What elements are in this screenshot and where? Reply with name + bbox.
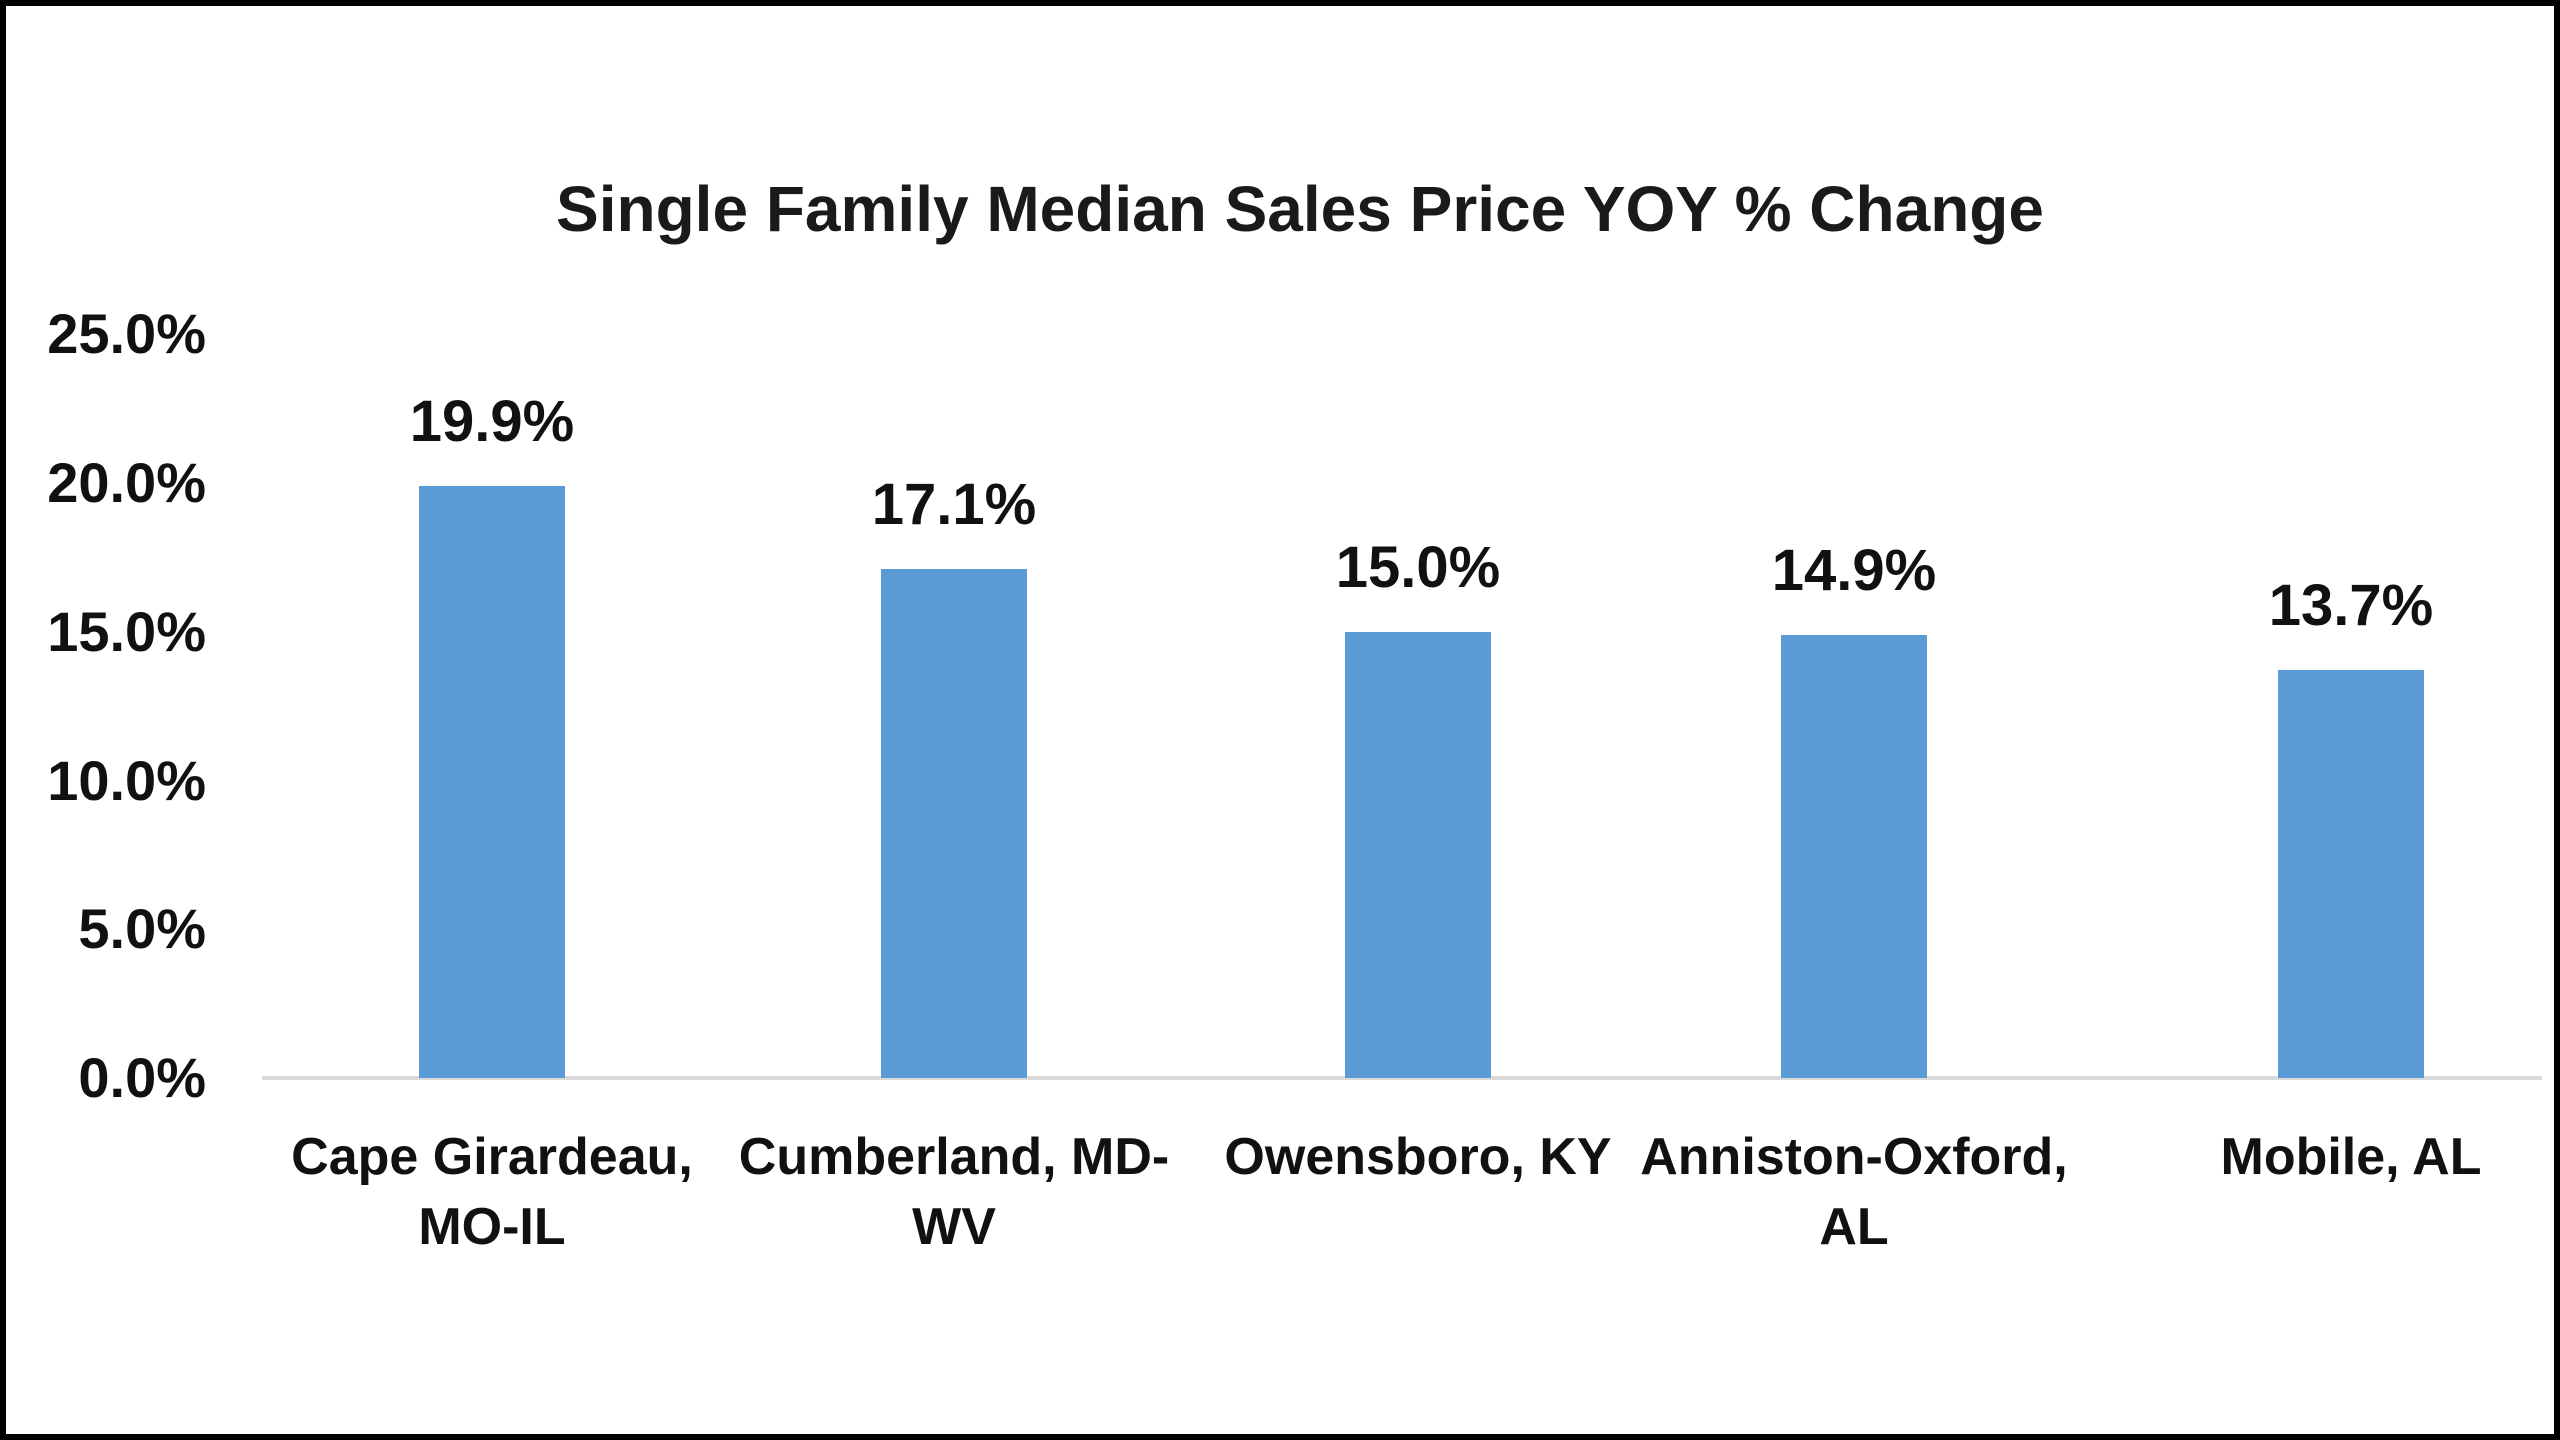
bar-3 bbox=[1345, 632, 1491, 1078]
category-label-line: Mobile, AL bbox=[2220, 1128, 2482, 1186]
y-axis-tick-label: 20.0% bbox=[47, 451, 206, 514]
y-axis-tick-label: 10.0% bbox=[47, 748, 206, 812]
category-label-line: Owensboro, KY bbox=[1224, 1128, 1612, 1186]
y-axis-tick-label: 25.0% bbox=[47, 302, 206, 366]
category-label: Cumberland, MD- WV bbox=[719, 1122, 1189, 1262]
category-label-line: MO-IL bbox=[418, 1198, 566, 1256]
bar-4 bbox=[1781, 635, 1927, 1078]
bar-value-label: 15.0% bbox=[1335, 535, 1501, 600]
x-axis-line bbox=[262, 1076, 2542, 1080]
bar-5 bbox=[2278, 670, 2424, 1078]
chart-title: Single Family Median Sales Price YOY % C… bbox=[556, 173, 2044, 245]
category-label-line: Anniston-Oxford, bbox=[1640, 1128, 2068, 1186]
category-label-line: AL bbox=[1819, 1198, 1889, 1256]
y-axis-tick-label: 0.0% bbox=[78, 1046, 206, 1109]
category-label-line: Cape Girardeau, bbox=[291, 1128, 693, 1186]
bar-value-label: 19.9% bbox=[409, 389, 575, 454]
y-axis-tick-label: 5.0% bbox=[78, 897, 206, 961]
y-axis-tick-label: 15.0% bbox=[47, 599, 206, 663]
bar-value-label: 13.7% bbox=[2268, 573, 2434, 638]
category-label: Cape Girardeau, MO-IL bbox=[257, 1122, 727, 1262]
bar-1 bbox=[419, 486, 565, 1078]
bar-value-label: 14.9% bbox=[1771, 538, 1937, 603]
category-label-line: Cumberland, MD- bbox=[738, 1128, 1170, 1186]
category-label: Anniston-Oxford, AL bbox=[1619, 1122, 2089, 1262]
category-label-line: WV bbox=[912, 1198, 996, 1256]
bar-2 bbox=[881, 569, 1027, 1078]
category-label: Mobile, AL bbox=[2116, 1122, 2554, 1192]
bar-value-label: 17.1% bbox=[871, 472, 1037, 537]
plot-area: 25.0% 20.0% 15.0% 10.0% 5.0% 0.0% 19.9% Cape Gi… bbox=[6, 6, 2554, 1434]
category-label: Owensboro, KY bbox=[1183, 1122, 1653, 1192]
